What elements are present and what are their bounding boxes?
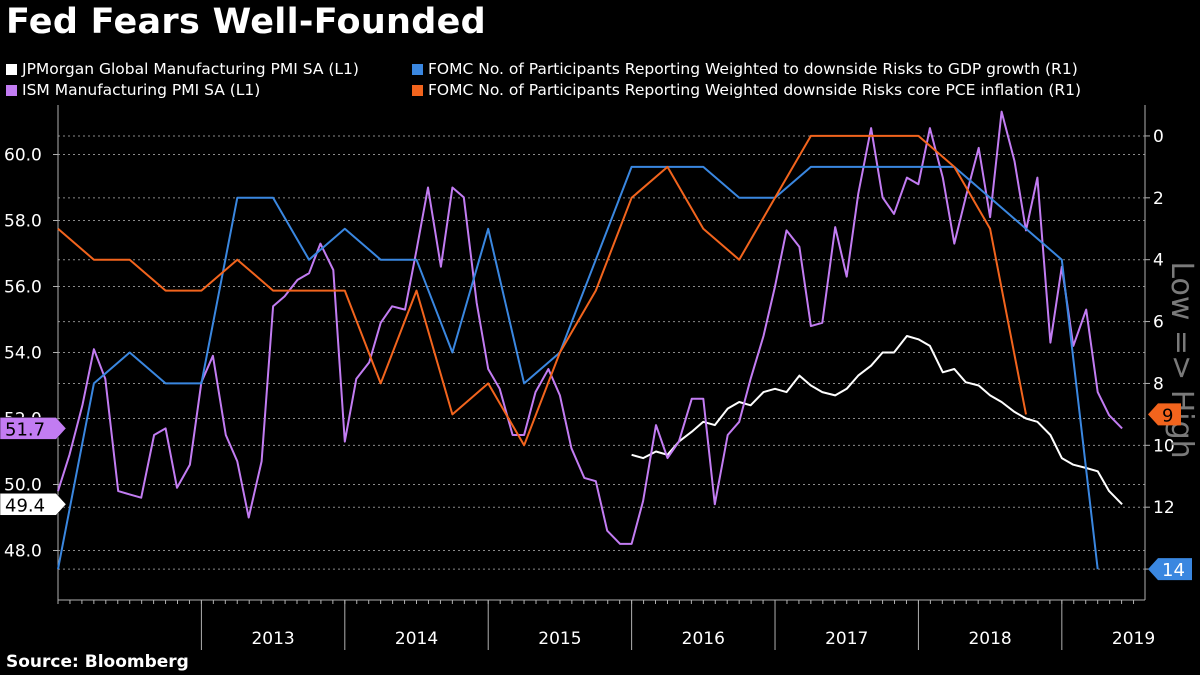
legend-item-ism-pmi: ISM Manufacturing PMI SA (L1) xyxy=(6,81,260,99)
series-lines xyxy=(57,110,1123,570)
left-tick-label: 54.0 xyxy=(4,344,42,364)
year-label: 2013 xyxy=(251,629,294,649)
right-axis-label: Low => High xyxy=(1164,261,1199,458)
legend-swatch xyxy=(6,63,17,75)
series-line-jpm xyxy=(631,335,1123,506)
right-tick-label: 6 xyxy=(1153,313,1164,333)
legend-item-fomc-gdp: FOMC No. of Participants Reporting Weigh… xyxy=(412,60,1078,78)
right-tick-label: 8 xyxy=(1153,374,1164,394)
left-tick-label: 50.0 xyxy=(4,476,42,496)
year-label: 2019 xyxy=(1112,629,1155,649)
end-label-jpmorgan-box xyxy=(0,493,67,516)
series-line-fomc_gdp xyxy=(57,165,1099,570)
year-label: 2014 xyxy=(395,629,438,649)
year-label: 2016 xyxy=(682,629,725,649)
legend-item-fomc-pce: FOMC No. of Participants Reporting Weigh… xyxy=(412,81,1081,99)
legend-swatch xyxy=(412,84,423,96)
end-labels: 51.7 49.4 9 14 xyxy=(0,403,1192,581)
left-tick-label: 56.0 xyxy=(4,278,42,298)
end-label-fomc-gdp: 14 xyxy=(1162,560,1185,581)
end-label-ism: 51.7 xyxy=(5,419,45,440)
legend-label: JPMorgan Global Manufacturing PMI SA (L1… xyxy=(22,60,359,78)
left-tick-label: 58.0 xyxy=(4,212,42,232)
year-label: 2015 xyxy=(538,629,581,649)
right-axis-title: Low => High xyxy=(1164,261,1199,458)
chart-title: Fed Fears Well-Founded xyxy=(6,2,487,42)
right-tick-label: 10 xyxy=(1153,436,1175,456)
left-tick-label: 60.0 xyxy=(4,146,42,166)
end-label-fomc-gdp-box xyxy=(1148,558,1192,581)
right-tick-label: 4 xyxy=(1153,251,1164,271)
legend-label: FOMC No. of Participants Reporting Weigh… xyxy=(428,60,1078,78)
year-label: 2017 xyxy=(825,629,868,649)
end-label-fomc-pce-box xyxy=(1148,403,1181,426)
left-tick-label: 48.0 xyxy=(4,542,42,562)
legend-swatch xyxy=(412,63,423,75)
end-label-ism-box xyxy=(0,417,67,440)
axes: 48.050.052.054.056.058.060.0024681012142… xyxy=(4,105,1175,650)
end-label-jpmorgan: 49.4 xyxy=(5,495,45,516)
legend-swatch xyxy=(6,84,17,96)
end-label-fomc-pce: 9 xyxy=(1162,405,1173,426)
legend-label: ISM Manufacturing PMI SA (L1) xyxy=(22,81,261,99)
source-note: Source: Bloomberg xyxy=(6,652,189,672)
legend-item-jpmorgan-pmi: JPMorgan Global Manufacturing PMI SA (L1… xyxy=(6,60,359,78)
right-tick-label: 0 xyxy=(1153,127,1164,147)
series-line-ism xyxy=(57,110,1123,545)
right-tick-label: 12 xyxy=(1153,498,1175,518)
legend-label: FOMC No. of Participants Reporting Weigh… xyxy=(428,81,1082,99)
year-label: 2018 xyxy=(968,629,1011,649)
series-line-fomc_pce xyxy=(57,134,1027,447)
right-tick-label: 2 xyxy=(1153,189,1164,209)
